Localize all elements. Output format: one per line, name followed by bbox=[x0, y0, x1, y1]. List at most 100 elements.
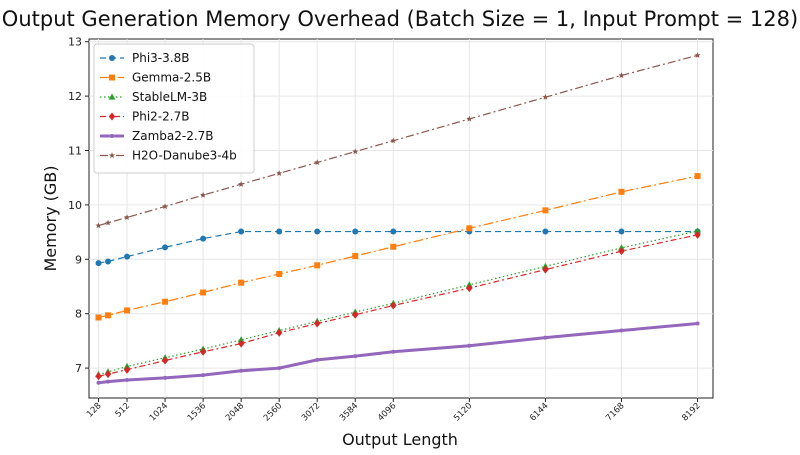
x-tick-label: 8192 bbox=[680, 401, 702, 423]
series-phi2-2-7b bbox=[95, 230, 701, 381]
data-point bbox=[200, 235, 207, 242]
x-tick-label: 3584 bbox=[338, 401, 360, 423]
data-point bbox=[466, 284, 473, 293]
y-tick-label: 13 bbox=[68, 36, 82, 49]
data-point bbox=[200, 191, 207, 198]
data-point bbox=[390, 137, 397, 144]
series-line bbox=[98, 175, 698, 319]
x-tick-label: 2560 bbox=[262, 401, 284, 423]
legend-box bbox=[93, 43, 255, 174]
data-point bbox=[104, 219, 112, 226]
x-tick-label: 3072 bbox=[300, 401, 322, 423]
chart-title: Output Generation Memory Overhead (Batch… bbox=[2, 7, 798, 31]
data-point bbox=[96, 380, 101, 385]
data-point bbox=[694, 227, 701, 234]
data-point bbox=[391, 349, 396, 354]
data-point bbox=[161, 356, 169, 365]
data-point bbox=[163, 375, 168, 380]
data-point bbox=[618, 72, 625, 79]
data-point bbox=[125, 378, 130, 383]
data-point bbox=[314, 262, 321, 269]
legend-entry: Phi2-2.7B bbox=[100, 110, 189, 124]
data-point bbox=[542, 228, 549, 235]
series-lines bbox=[95, 52, 701, 385]
series-gemma-2-5b bbox=[95, 173, 701, 321]
y-tick-label: 9 bbox=[75, 253, 82, 266]
data-point bbox=[314, 319, 321, 328]
x-tick-label: 7168 bbox=[604, 401, 626, 423]
legend-label: Zamba2-2.7B bbox=[132, 129, 214, 143]
y-tick-label: 10 bbox=[68, 199, 82, 212]
data-point bbox=[200, 289, 207, 296]
data-point bbox=[619, 328, 624, 333]
data-point bbox=[276, 170, 283, 176]
y-axis-label: Memory (GB) bbox=[41, 165, 60, 271]
data-point bbox=[123, 214, 131, 220]
x-tick-label: 4096 bbox=[376, 401, 398, 423]
data-point bbox=[162, 203, 169, 210]
data-point bbox=[352, 310, 359, 319]
data-point bbox=[542, 207, 549, 214]
data-point bbox=[618, 247, 625, 256]
data-point bbox=[314, 228, 321, 235]
y-tick-label: 12 bbox=[68, 90, 82, 103]
legend-entry: Gemma-2.5B bbox=[100, 71, 211, 85]
data-point bbox=[315, 357, 320, 362]
data-point bbox=[238, 279, 245, 286]
data-point bbox=[201, 373, 206, 378]
x-tick-label: 1536 bbox=[186, 401, 208, 423]
data-point bbox=[124, 253, 131, 260]
data-point bbox=[238, 228, 245, 235]
legend-label: StableLM-3B bbox=[132, 90, 207, 104]
series-line bbox=[98, 230, 698, 264]
data-point bbox=[106, 379, 111, 384]
legend: Phi3-3.8B Gemma-2.5B StableLM-3B Phi2-2.7B Z… bbox=[93, 43, 255, 174]
data-point bbox=[352, 228, 359, 235]
data-point bbox=[466, 225, 473, 232]
data-point bbox=[109, 74, 115, 81]
y-tick-label: 11 bbox=[68, 145, 82, 158]
series-line bbox=[98, 234, 698, 377]
data-point bbox=[109, 55, 115, 61]
data-point bbox=[618, 228, 625, 235]
x-tick-label: 128 bbox=[85, 401, 104, 420]
data-point bbox=[694, 173, 701, 180]
legend-label: Gemma-2.5B bbox=[132, 71, 211, 85]
data-point bbox=[108, 112, 116, 121]
data-point bbox=[353, 354, 358, 359]
x-axis-label: Output Length bbox=[342, 430, 458, 449]
data-point bbox=[108, 93, 116, 100]
legend-entry: StableLM-3B bbox=[100, 90, 207, 104]
legend-label: Phi3-3.8B bbox=[132, 51, 189, 65]
data-point bbox=[618, 188, 625, 195]
x-tick-label: 5120 bbox=[452, 401, 474, 423]
data-point bbox=[276, 228, 283, 235]
data-point bbox=[694, 52, 701, 58]
x-tick-label: 2048 bbox=[224, 401, 246, 423]
y-tick-label: 7 bbox=[75, 362, 82, 375]
data-point bbox=[276, 270, 283, 277]
data-point bbox=[105, 258, 112, 265]
series-line bbox=[98, 321, 698, 385]
data-point bbox=[390, 301, 397, 310]
data-point bbox=[695, 321, 700, 326]
data-point bbox=[123, 365, 131, 374]
legend-entry: Phi3-3.8B bbox=[100, 51, 189, 65]
x-tick-label: 1024 bbox=[148, 401, 170, 423]
data-point bbox=[467, 343, 472, 348]
x-axis-ticks: 128 512 1024 1536 2048 2560 3072 3584 4096 5120 61… bbox=[85, 398, 703, 423]
data-point bbox=[95, 222, 102, 229]
data-point bbox=[124, 307, 131, 314]
series-line bbox=[98, 230, 698, 376]
y-tick-label: 8 bbox=[75, 308, 82, 321]
data-point bbox=[390, 228, 397, 235]
data-point bbox=[95, 372, 102, 381]
data-point bbox=[694, 230, 701, 239]
data-point bbox=[542, 265, 549, 274]
legend-label: H2O-Danube3-4b bbox=[132, 149, 237, 163]
data-point bbox=[162, 244, 169, 251]
series-zamba2-2-7b bbox=[96, 321, 700, 385]
data-point bbox=[95, 314, 102, 321]
data-point bbox=[110, 134, 114, 138]
